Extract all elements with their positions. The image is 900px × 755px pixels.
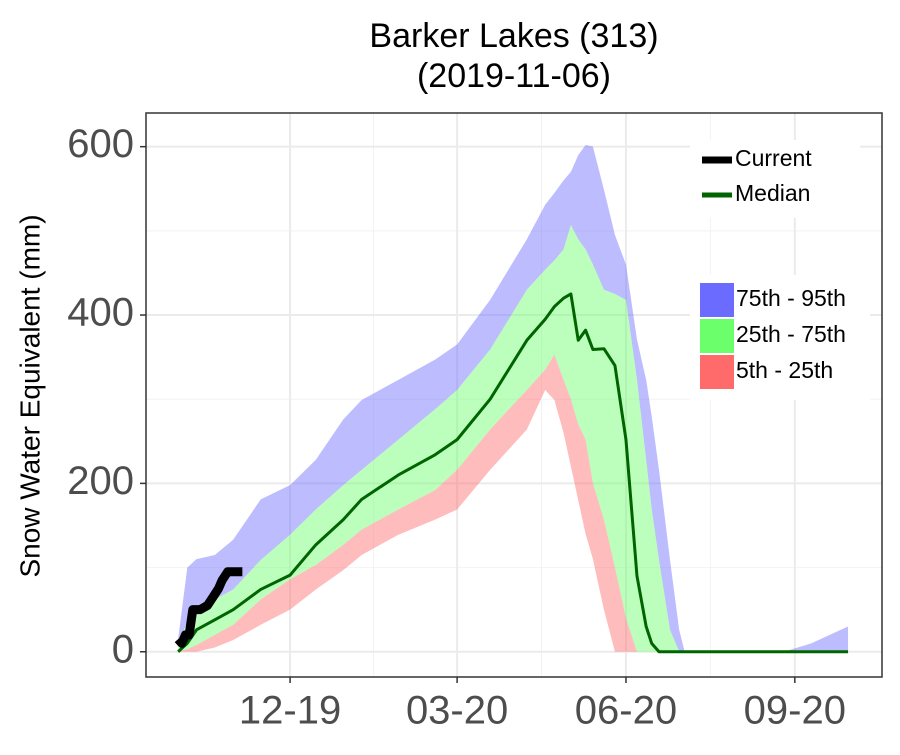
y-tick-label: 400 [67, 291, 134, 335]
chart-subtitle: (2019-11-06) [417, 57, 611, 95]
x-tick-label: 06-20 [575, 689, 677, 733]
line-series [174, 567, 243, 648]
x-tick-label: 12-19 [239, 689, 341, 733]
y-tick-label: 600 [67, 122, 134, 166]
legend-label: Current [735, 145, 812, 171]
legend-swatch [700, 319, 734, 353]
line-series [177, 292, 849, 654]
panel-border [145, 112, 883, 678]
percentile-band [178, 224, 849, 652]
legend-label: 75th - 95th [736, 285, 846, 311]
legend-label: Median [735, 180, 810, 206]
y-tick-label: 200 [67, 459, 134, 503]
legend-label: 5th - 25th [736, 357, 833, 383]
legend-label: 25th - 75th [736, 321, 846, 347]
y-tick-label: 0 [112, 627, 134, 671]
legend-swatch [700, 355, 734, 389]
x-tick-label: 09-20 [744, 689, 846, 733]
legend-box [690, 140, 860, 218]
chart-title: Barker Lakes (313) [369, 17, 658, 55]
legend-swatch [700, 283, 734, 317]
y-axis-label: Snow Water Equivalent (mm) [14, 214, 45, 577]
percentile-band [178, 354, 849, 652]
x-tick-label: 03-20 [406, 689, 508, 733]
